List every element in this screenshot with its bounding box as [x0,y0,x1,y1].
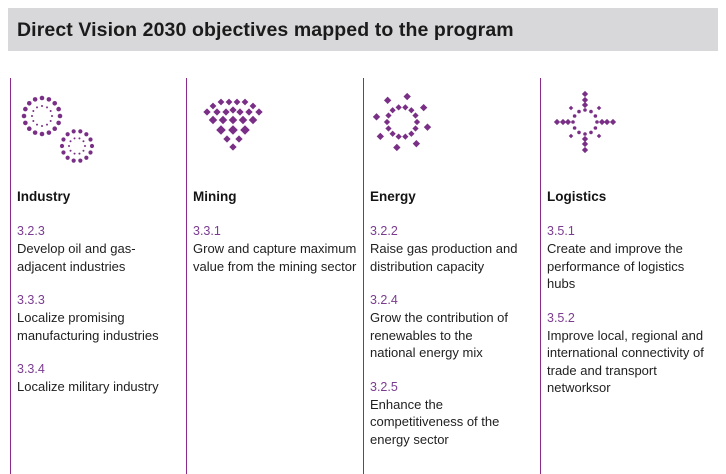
sun-icon [372,92,432,152]
objective-text: Improve local, regional and internationa… [547,327,704,396]
objective-list: 3.2.2 Raise gas production and distribut… [370,223,536,465]
objective-text: Grow and capture maximum value from the … [193,241,357,274]
column-mining: Mining 3.3.1 Grow and capture maximum va… [186,78,356,474]
objective-code: 3.3.3 [17,293,45,307]
column-logistics: Logistics 3.5.1 Create and improve the p… [540,78,709,474]
column-title: Logistics [547,189,607,204]
column-title: Industry [17,189,71,204]
column-energy: Energy 3.2.2 Raise gas production and di… [363,78,532,474]
column-title: Energy [370,189,416,204]
objective-text: Localize promising manufacturing industr… [17,310,159,343]
page-title: Direct Vision 2030 objectives mapped to … [17,19,514,41]
objective-item: 3.3.4 Localize military industry [17,361,183,396]
objective-item: 3.2.4 Grow the contribution of renewable… [370,292,536,362]
column-industry: Industry 3.2.3 Develop oil and gas-adjac… [10,78,179,474]
objective-list: 3.3.1 Grow and capture maximum value fro… [193,223,359,292]
objective-code: 3.3.4 [17,362,45,376]
objective-item: 3.3.1 Grow and capture maximum value fro… [193,223,359,275]
objective-item: 3.2.3 Develop oil and gas-adjacent indus… [17,223,183,275]
objective-text: Raise gas production and distribution ca… [370,241,518,274]
objective-code: 3.2.2 [370,224,398,238]
objective-text: Localize military industry [17,379,159,394]
objective-item: 3.2.2 Raise gas production and distribut… [370,223,536,275]
objective-code: 3.2.3 [17,224,45,238]
column-title: Mining [193,189,237,204]
objective-code: 3.3.1 [193,224,221,238]
objective-item: 3.5.2 Improve local, regional and intern… [547,310,713,397]
objective-list: 3.5.1 Create and improve the performance… [547,223,713,414]
objective-list: 3.2.3 Develop oil and gas-adjacent indus… [17,223,183,413]
objective-item: 3.3.3 Localize promising manufacturing i… [17,292,183,344]
objective-item: 3.2.5 Enhance the competitiveness of the… [370,379,536,449]
gears-icon [21,95,95,163]
objective-code: 3.2.4 [370,293,398,307]
objective-text: Grow the contribution of renewables to t… [370,310,509,360]
objective-item: 3.5.1 Create and improve the performance… [547,223,713,293]
header-banner: Direct Vision 2030 objectives mapped to … [8,8,718,51]
compass-icon [553,90,617,154]
objective-text: Create and improve the performance of lo… [547,241,685,291]
objective-code: 3.2.5 [370,379,398,394]
diamond-icon [203,98,263,151]
objective-code: 3.5.1 [547,224,575,238]
objective-text: Develop oil and gas-adjacent industries [17,241,136,274]
objective-code: 3.5.2 [547,310,575,325]
objective-text: Enhance the competitiveness of the energ… [370,396,500,447]
